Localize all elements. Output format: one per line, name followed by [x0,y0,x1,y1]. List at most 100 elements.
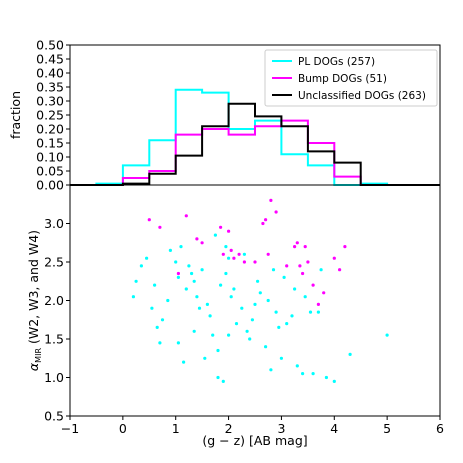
scatter-point-pl [316,310,320,314]
scatter-point-pl [319,268,323,272]
scatter-point-bump [219,225,223,229]
scatter-point-pl [308,310,313,314]
y-label-subscript: MIR [34,348,43,363]
legend-label: Unclassified DOGs (263) [298,90,426,102]
scatter-x-tick: −1 [61,416,79,436]
scatter-point-pl [221,379,225,383]
histogram-y-tick-label: 0.05 [36,164,64,179]
scatter-x-tick-label: 3 [277,421,285,436]
scatter-x-tick: 1 [172,416,180,436]
scatter-point-pl [176,341,180,345]
scatter-point-pl [145,256,149,260]
scatter-point-bump [147,218,151,222]
scatter-point-pl [205,302,209,306]
scatter-point-pl [290,314,294,318]
scatter-point-bump [322,291,326,295]
scatter-point-pl [203,356,207,360]
scatter-point-bump [200,241,204,245]
scatter-point-pl [150,306,154,310]
scatter-point-pl [187,264,191,268]
scatter-x-tick: 6 [436,416,444,436]
scatter-point-bump [298,264,302,268]
scatter-point-pl [385,333,389,337]
legend-item: Bump DOGs (51) [272,73,387,85]
scatter-y-tick: 1.5 [44,332,70,347]
scatter-y-tick: 1.0 [44,370,70,385]
legend-items: PL DOGs (257) Bump DOGs (51) Unclassified … [272,56,426,102]
scatter-y-tick: 0.5 [44,409,70,424]
scatter-y-tick: 2.5 [44,255,70,270]
scatter-point-pl [279,356,283,360]
histogram-y-tick: 0.35 [36,80,70,95]
scatter-point-bump [332,256,336,260]
scatter-x-tick: 5 [383,416,391,436]
scatter-point-pl [293,287,297,291]
scatter-frame [69,184,441,417]
scatter-point-pl [240,306,244,310]
scatter-point-bump [269,198,273,202]
histogram-y-tick-label: 0.15 [36,136,64,151]
scatter-panel: 0.5 1.0 1.5 2.0 2.5 3.0 −1 0 1 2 3 4 5 6 (g − z) [AB… [26,184,444,448]
scatter-point-pl [216,348,220,353]
scatter-y-tick-label: 1.0 [44,370,64,385]
scatter-point-pl [213,233,217,237]
scatter-x-axis-label: (g − z) [AB mag] [202,433,307,448]
scatter-point-pl [216,375,220,380]
scatter-point-pl [219,283,223,287]
scatter-point-bump [301,271,305,276]
histogram-y-tick-label: 0.40 [36,66,64,81]
scatter-point-bump [316,302,320,306]
scatter-y-tick: 3.0 [44,216,70,231]
scatter-point-bump [232,256,236,260]
scatter-point-pl [174,260,178,264]
scatter-point-pl [211,333,215,337]
scatter-y-axis-label: αMIR (W2, W3, and W4) [26,230,43,371]
scatter-point-pl [303,295,307,299]
histogram-y-tick: 0.30 [36,94,70,109]
scatter-point-pl [266,298,270,303]
scatter-point-pl [274,310,278,314]
scatter-point-pl [348,352,352,356]
histogram-panel: 0.000.050.100.150.200.250.300.350.400.45… [8,38,441,193]
scatter-point-pl [248,337,252,341]
scatter-point-bump [293,245,297,249]
histogram-y-tick: 0.25 [36,108,70,123]
scatter-x-tick: 3 [277,416,285,436]
scatter-point-bump [295,241,299,245]
scatter-point-pl [197,306,202,310]
scatter-x-tick-label: −1 [61,421,79,436]
histogram-y-tick-label: 0.20 [36,122,64,137]
histogram-y-tick-label: 0.25 [36,108,64,123]
scatter-x-tick: 0 [119,416,127,436]
y-label-rest: (W2, W3, and W4) [26,230,41,348]
scatter-point-pl [269,368,273,372]
scatter-point-bump [242,260,246,264]
histogram-y-axis-label: fraction [8,91,23,139]
legend-label: Bump DOGs (51) [298,73,387,85]
scatter-point-pl [250,318,254,322]
scatter-point-bump [264,218,268,222]
legend-item: Unclassified DOGs (263) [272,90,426,102]
scatter-point-pl [200,268,204,272]
scatter-point-pl [258,291,262,295]
scatter-point-pl [155,325,159,329]
histogram-y-tick: 0.05 [36,164,70,179]
scatter-point-bump [261,221,265,226]
scatter-x-tick-label: 6 [436,421,444,436]
scatter-point-pl [227,333,231,337]
histogram-y-tick-label: 0.00 [36,178,64,193]
scatter-point-pl [256,279,260,283]
histogram-y-tick-label: 0.30 [36,94,64,109]
scatter-point-pl [182,360,186,364]
scatter-point-pl [195,295,199,299]
scatter-point-pl [166,298,170,303]
legend: PL DOGs (257) Bump DOGs (51) Unclassified … [264,49,438,107]
y-label-alpha: α [26,362,41,371]
scatter-point-pl [227,256,231,260]
scatter-point-bump [306,260,310,264]
scatter-point-bump [237,252,241,256]
scatter-y-tick-label: 0.5 [44,409,64,424]
scatter-point-pl [158,341,162,345]
scatter-point-pl [232,287,236,291]
